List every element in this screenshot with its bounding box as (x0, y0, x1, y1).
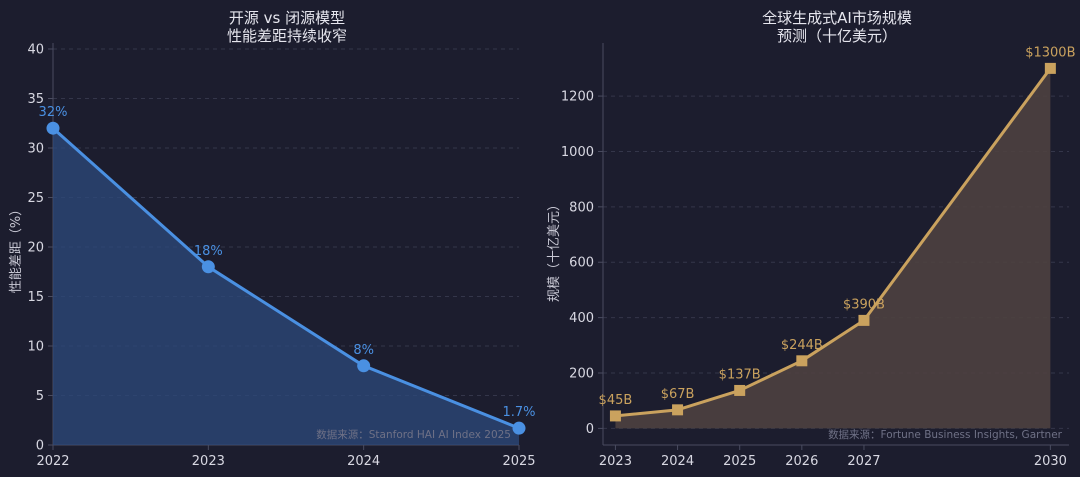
y-tick-label: 5 (36, 389, 44, 404)
data-point (796, 355, 808, 367)
data-label: $67B (661, 387, 695, 402)
data-point (512, 421, 526, 435)
y-tick-label: 1200 (561, 90, 594, 105)
y-tick-label: 200 (569, 367, 594, 382)
chart-subtitle: 性能差距持续收窄 (227, 27, 347, 45)
y-tick-label: 20 (27, 241, 44, 256)
x-tick-label: 2023 (192, 454, 225, 469)
y-axis-label: 规模（十亿美元） (547, 198, 562, 302)
y-tick-label: 10 (27, 340, 44, 355)
y-tick-label: 1000 (561, 145, 594, 160)
data-point (201, 260, 215, 274)
data-point (672, 404, 684, 416)
source-note: 数据来源：Fortune Business Insights, Gartner (828, 428, 1063, 441)
y-tick-label: 600 (569, 256, 594, 271)
data-label: 18% (194, 244, 223, 259)
data-point (1044, 62, 1056, 74)
x-tick-label: 2026 (785, 454, 818, 469)
series-area (53, 128, 519, 445)
data-label: 1.7% (502, 405, 535, 420)
series-line (52, 127, 520, 430)
y-tick-label: 0 (36, 439, 44, 454)
x-tick-label: 2030 (1034, 454, 1067, 469)
data-label: $390B (843, 297, 885, 312)
data-label: $45B (599, 393, 633, 408)
y-tick-label: 35 (27, 92, 44, 107)
chart-subtitle: 预测（十亿美元） (777, 27, 897, 45)
data-label: $244B (781, 338, 823, 353)
data-point (609, 410, 621, 422)
x-tick-label: 2027 (847, 454, 880, 469)
data-point (357, 359, 371, 373)
chart-title: 全球生成式AI市场规模 (762, 9, 912, 27)
source-note: 数据来源：Stanford HAI AI Index 2025 (316, 428, 511, 441)
y-tick-label: 15 (27, 290, 44, 305)
series-line (615, 67, 1052, 418)
x-tick-label: 2024 (661, 454, 694, 469)
chart-title: 开源 vs 闭源模型 (229, 9, 345, 27)
x-tick-label: 2024 (347, 454, 380, 469)
series-area (615, 68, 1051, 429)
y-tick-label: 800 (569, 200, 594, 215)
data-point (858, 314, 870, 326)
data-point (734, 384, 746, 396)
data-label: $1300B (1025, 45, 1075, 60)
data-label: 8% (353, 343, 374, 358)
y-tick-label: 40 (27, 43, 44, 58)
x-tick-label: 2025 (723, 454, 756, 469)
y-tick-label: 0 (586, 422, 594, 437)
data-label: 32% (39, 105, 68, 120)
data-label: $137B (719, 367, 761, 382)
x-tick-label: 2022 (36, 454, 69, 469)
y-tick-label: 30 (27, 142, 44, 157)
data-point (46, 121, 60, 135)
y-tick-label: 25 (27, 191, 44, 206)
x-tick-label: 2025 (502, 454, 535, 469)
y-axis-label: 性能差距（%） (9, 203, 24, 293)
y-tick-label: 400 (569, 311, 594, 326)
x-tick-label: 2023 (599, 454, 632, 469)
